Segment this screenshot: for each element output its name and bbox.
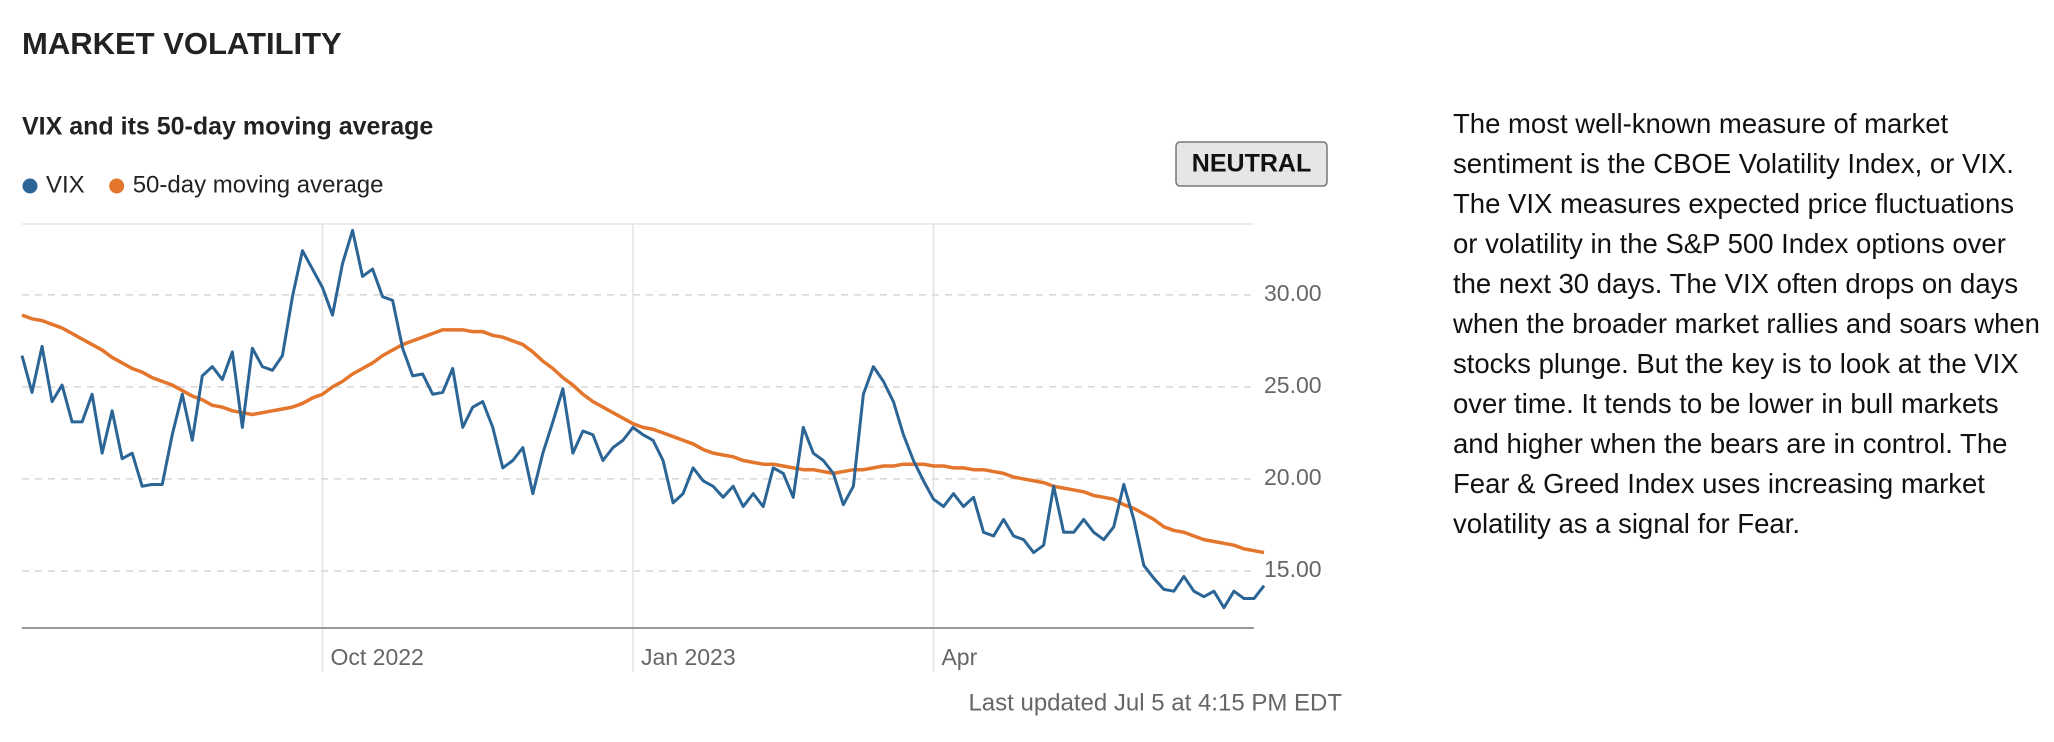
legend-label: 50-day moving average bbox=[133, 171, 384, 198]
page-title: MARKET VOLATILITY bbox=[22, 26, 342, 61]
legend-marker bbox=[22, 178, 38, 194]
y-tick-label: 20.00 bbox=[1264, 464, 1322, 490]
x-tick-label: Apr bbox=[941, 644, 977, 670]
legend-label: VIX bbox=[46, 171, 85, 198]
x-tick-label: Jan 2023 bbox=[641, 644, 736, 670]
last-updated: Last updated Jul 5 at 4:15 PM EDT bbox=[968, 689, 1342, 716]
y-tick-label: 25.00 bbox=[1264, 372, 1322, 398]
rating-label: NEUTRAL bbox=[1192, 150, 1311, 178]
x-tick-label: Oct 2022 bbox=[330, 644, 423, 670]
y-tick-label: 30.00 bbox=[1264, 280, 1322, 306]
description: The most well-known measure of market se… bbox=[1453, 108, 2040, 539]
chart: MARKET VOLATILITY VIX and its 50-day mov… bbox=[20, 26, 1342, 716]
series-line bbox=[21, 313, 1265, 555]
chart-title: VIX and its 50-day moving average bbox=[22, 113, 433, 141]
series-line bbox=[20, 228, 1266, 610]
y-tick-label: 15.00 bbox=[1264, 556, 1322, 582]
legend-marker bbox=[109, 178, 125, 194]
rating-badge bbox=[1175, 141, 1328, 187]
